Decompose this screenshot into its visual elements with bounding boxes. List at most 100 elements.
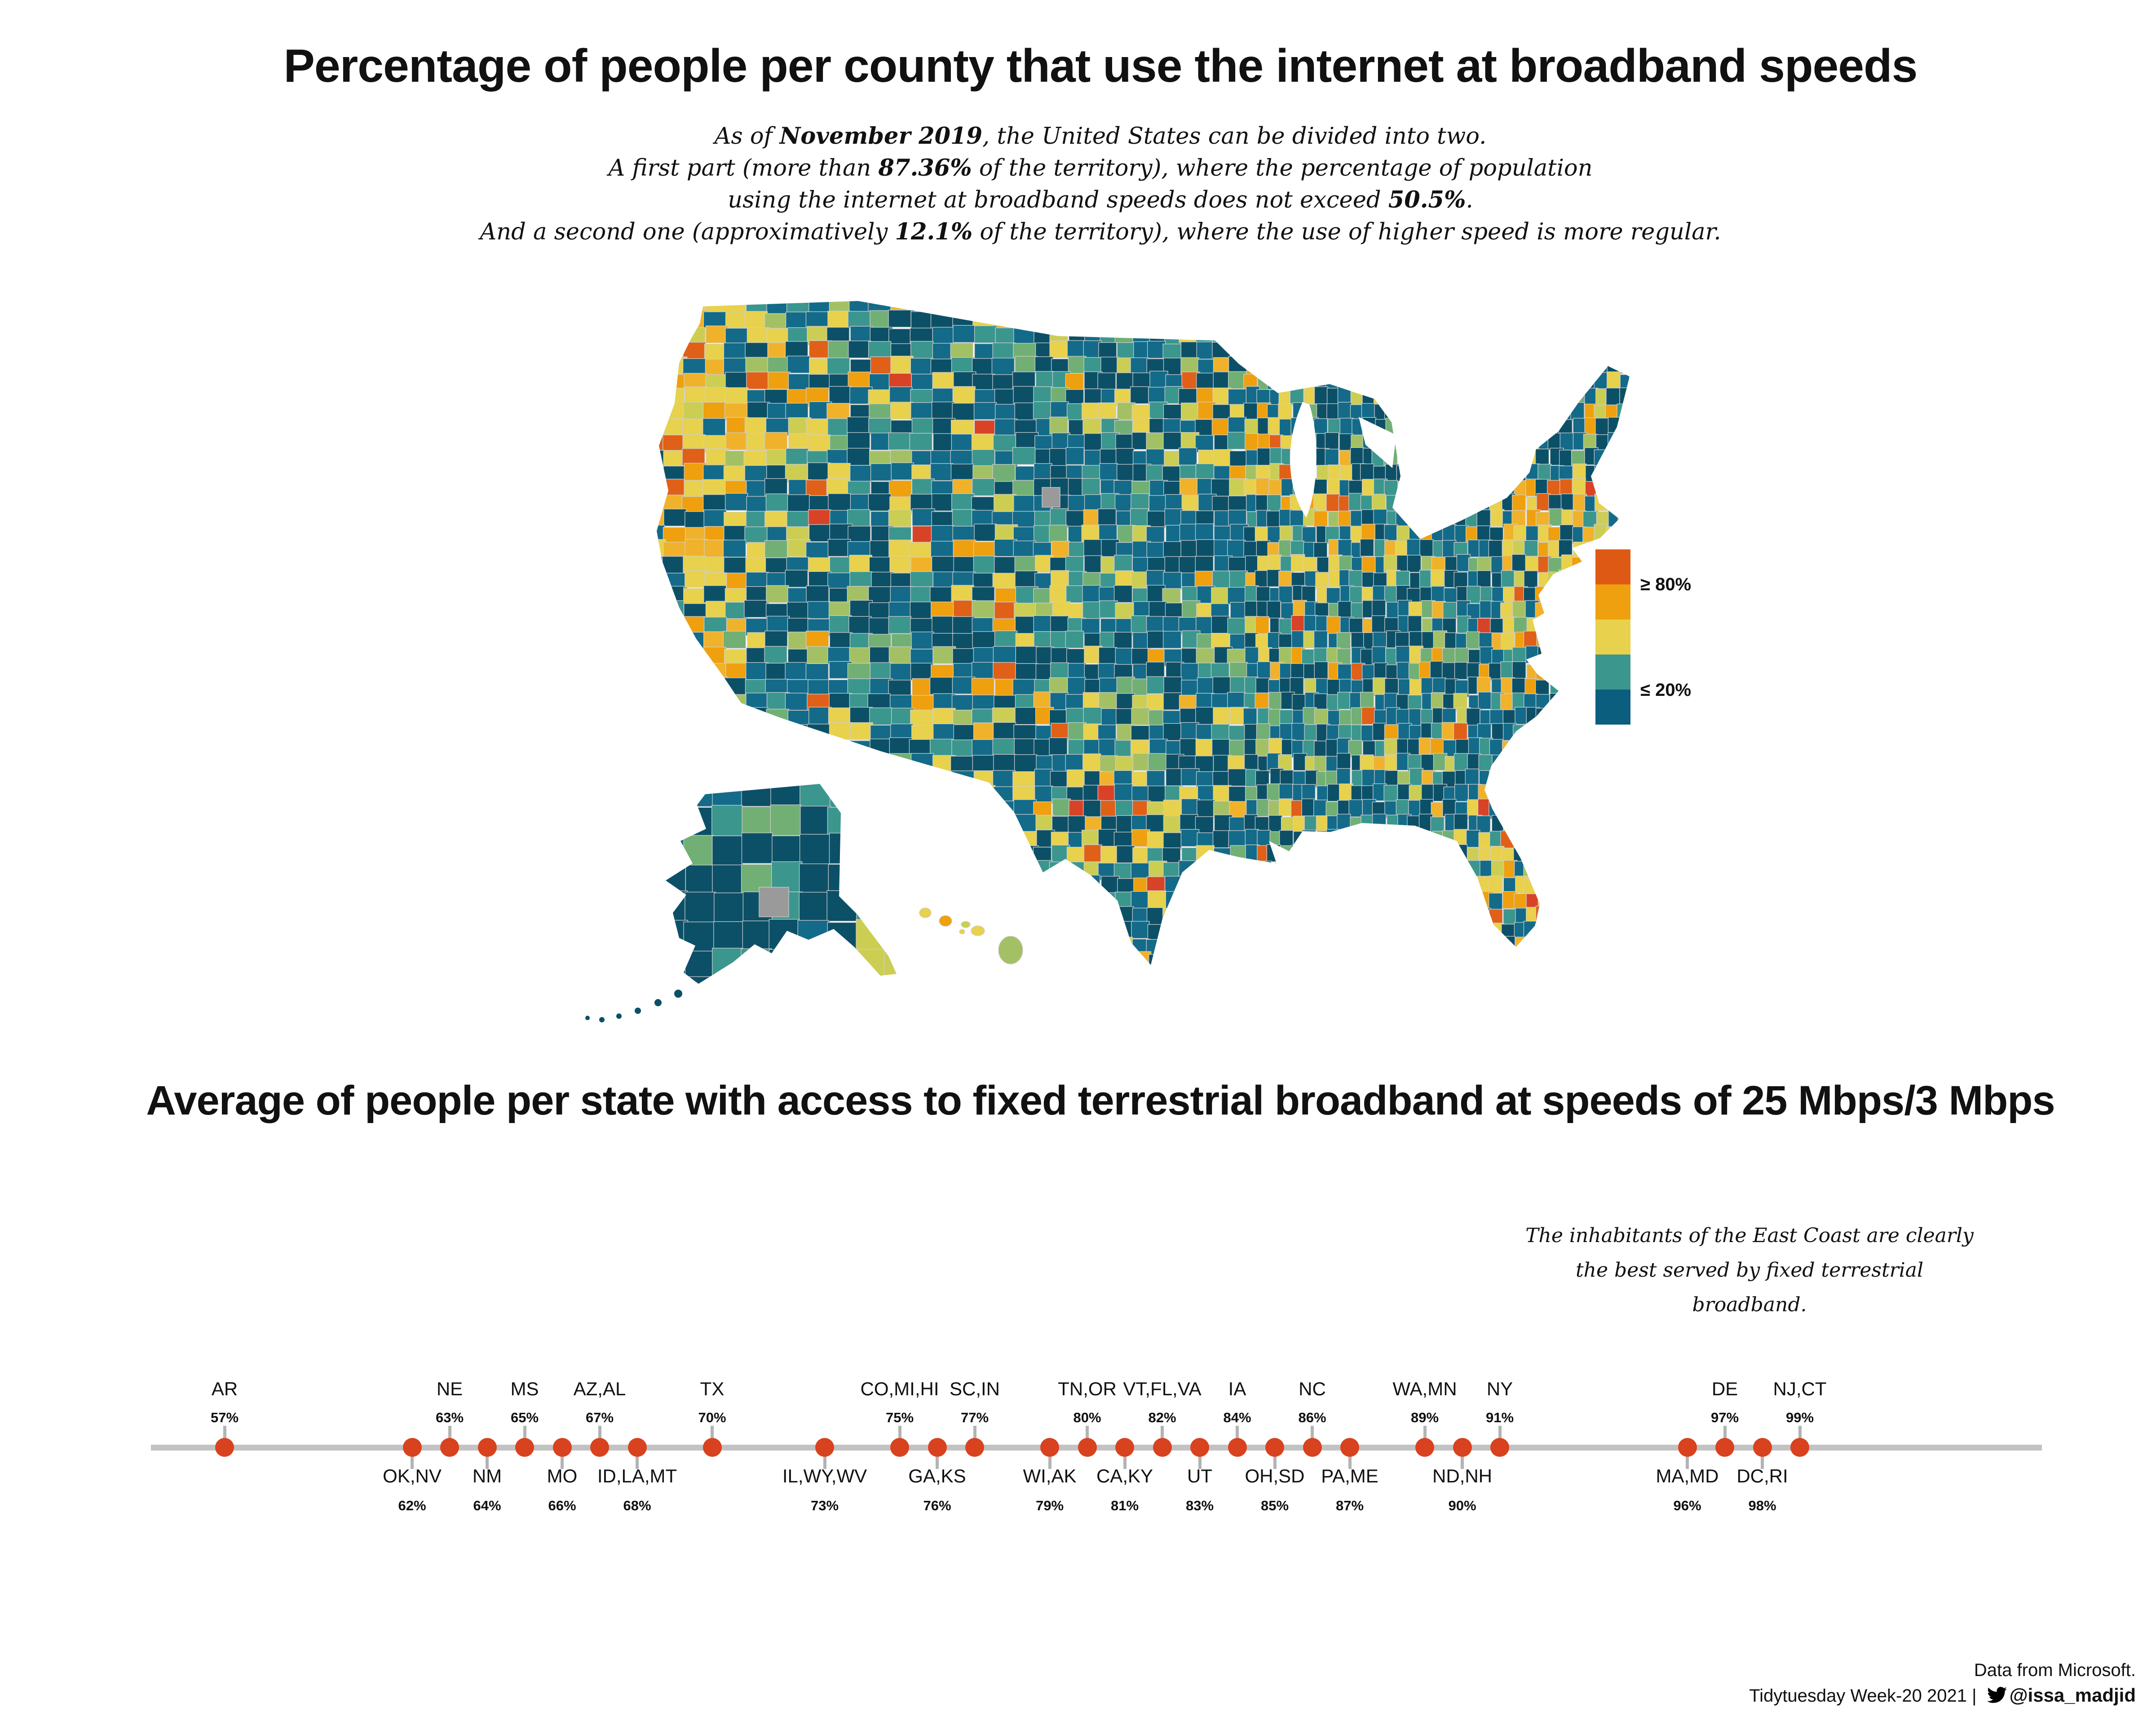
map-county-cell — [1229, 451, 1248, 469]
data-point-dot — [552, 1438, 572, 1457]
data-point-dot — [590, 1438, 609, 1457]
subtitle-line: using the internet at broadband speeds d… — [27, 184, 2156, 216]
map-county-cell — [1255, 478, 1270, 495]
map-county-cell — [1067, 340, 1086, 358]
map-county-cell — [1065, 510, 1084, 528]
map-county-cell — [994, 630, 1018, 648]
data-point-dot — [1753, 1438, 1772, 1457]
state-label: NY — [1486, 1378, 1513, 1399]
percent-label: 99% — [1785, 1410, 1814, 1425]
data-point-dot — [1678, 1438, 1697, 1457]
map-county-cell — [995, 404, 1018, 422]
map-county-cell — [1099, 463, 1118, 481]
map-county-cell — [703, 464, 726, 482]
map-county-cell — [684, 386, 708, 404]
map-county-cell — [951, 433, 975, 452]
map-county-cell — [1227, 587, 1246, 605]
map-county-cell — [1525, 556, 1539, 574]
data-point-dot — [1490, 1438, 1509, 1457]
map-county-cell — [972, 449, 995, 467]
dot-tick — [1161, 1426, 1164, 1439]
map-county-cell — [889, 555, 913, 573]
map-county-cell — [1180, 341, 1199, 359]
map-county-cell — [685, 570, 708, 588]
map-county-cell — [703, 509, 727, 527]
map-county-cell — [704, 540, 727, 557]
map-county-cell — [1097, 372, 1116, 390]
map-county-cell — [910, 571, 933, 589]
footer-byline-text: Tidytuesday Week-20 2021 | — [1749, 1686, 1982, 1706]
map-county-cell — [1115, 602, 1134, 621]
dot-tick — [448, 1426, 451, 1439]
map-county-cell — [807, 462, 831, 480]
map-county-cell — [868, 341, 892, 359]
map-county-cell — [952, 509, 976, 527]
map-county-cell — [828, 493, 851, 511]
map-county-cell — [764, 540, 788, 558]
map-county-cell — [870, 356, 893, 374]
state-label: UT — [1187, 1465, 1212, 1486]
data-point-dot — [1715, 1438, 1734, 1457]
percent-label: 87% — [1335, 1498, 1364, 1513]
data-point-dot — [1790, 1438, 1809, 1457]
map-county-cell — [1066, 585, 1085, 603]
dot-tick — [1798, 1426, 1802, 1439]
map-county-cell — [888, 310, 911, 327]
map-county-cell — [849, 571, 873, 589]
map-county-cell — [1511, 554, 1526, 572]
map-county-cell — [1267, 601, 1281, 619]
map-county-cell — [764, 432, 788, 450]
map-county-cell — [994, 418, 1018, 437]
percent-label: 84% — [1223, 1410, 1251, 1425]
map-county-cell — [705, 387, 728, 405]
dot-tick — [898, 1426, 901, 1439]
map-county-cell — [1456, 554, 1471, 572]
state-label: SC,IN — [949, 1378, 1000, 1399]
map-county-cell — [1488, 540, 1503, 558]
data-point-dot — [702, 1438, 722, 1457]
map-county-cell — [1477, 570, 1491, 588]
map-county-cell — [891, 462, 914, 480]
percent-label: 81% — [1110, 1498, 1139, 1513]
data-point-dot — [928, 1438, 947, 1457]
map-county-cell — [1180, 540, 1199, 558]
subtitle-segment: And a second one (approximatively — [480, 219, 895, 245]
map-county-cell — [764, 630, 788, 649]
data-point-dot — [1265, 1438, 1284, 1457]
state-label: NE — [436, 1378, 463, 1399]
map-county-cell — [1051, 541, 1070, 559]
percent-label: 79% — [1035, 1498, 1064, 1513]
map-county-cell — [1325, 432, 1339, 450]
map-county-cell — [1512, 495, 1526, 513]
data-point-dot — [1415, 1438, 1434, 1457]
data-point-dot — [890, 1438, 909, 1457]
data-point-dot — [1228, 1438, 1247, 1457]
map-county-cell — [910, 602, 933, 619]
percent-label: 64% — [473, 1498, 501, 1513]
state-label: TX — [700, 1378, 725, 1399]
map-county-cell — [1313, 479, 1327, 497]
dot-tick — [711, 1426, 714, 1439]
state-label: ID,LA,MT — [597, 1465, 677, 1486]
map-county-cell — [662, 556, 685, 574]
map-county-cell — [972, 478, 995, 496]
map-county-cell — [973, 556, 997, 574]
map-county-cell — [849, 555, 872, 573]
map-county-cell — [746, 372, 769, 389]
data-point-dot — [1115, 1438, 1134, 1457]
data-point-dot — [1153, 1438, 1172, 1457]
map-county-cell — [888, 480, 912, 498]
map-county-cell — [1148, 387, 1167, 405]
percent-label: 63% — [435, 1410, 464, 1425]
percent-label: 62% — [398, 1498, 426, 1513]
map-county-cell — [1196, 341, 1215, 359]
map-county-cell — [932, 327, 955, 345]
map-county-cell — [1291, 630, 1306, 648]
map-county-cell — [848, 311, 871, 329]
map-county-cell — [684, 463, 707, 481]
map-county-cell — [828, 341, 851, 358]
map-county-cell — [1049, 448, 1068, 466]
map-county-cell — [723, 631, 746, 649]
state-label: IL,WY,WV — [782, 1465, 867, 1486]
